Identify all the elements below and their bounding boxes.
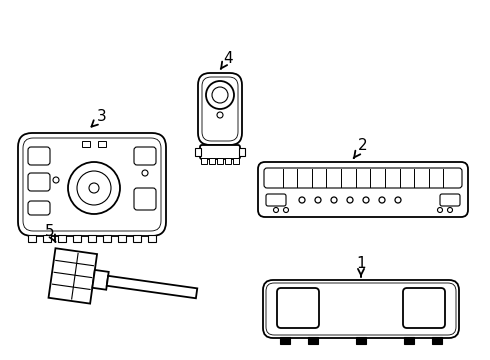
Bar: [432, 337, 442, 344]
Bar: [148, 235, 156, 242]
FancyBboxPatch shape: [263, 280, 459, 338]
FancyBboxPatch shape: [23, 138, 161, 231]
FancyBboxPatch shape: [266, 283, 456, 335]
Text: 1: 1: [356, 256, 366, 276]
Bar: [28, 235, 36, 242]
Bar: [201, 158, 207, 164]
Text: 2: 2: [354, 138, 368, 158]
Bar: [280, 337, 290, 344]
FancyBboxPatch shape: [264, 168, 462, 188]
Bar: [356, 337, 366, 344]
Bar: [98, 141, 106, 147]
Bar: [233, 158, 239, 164]
Bar: [209, 158, 215, 164]
FancyBboxPatch shape: [266, 194, 286, 206]
Bar: [217, 158, 223, 164]
Bar: [103, 235, 111, 242]
Text: 5: 5: [45, 224, 55, 242]
FancyBboxPatch shape: [202, 77, 238, 141]
Bar: [73, 235, 81, 242]
FancyBboxPatch shape: [277, 288, 319, 328]
Bar: [43, 235, 51, 242]
Bar: [404, 337, 414, 344]
FancyBboxPatch shape: [200, 145, 240, 159]
Bar: [49, 248, 97, 303]
Bar: [308, 337, 318, 344]
Bar: [88, 235, 96, 242]
Bar: [239, 148, 245, 156]
FancyBboxPatch shape: [258, 162, 468, 217]
Bar: [195, 148, 201, 156]
Bar: [58, 235, 66, 242]
FancyBboxPatch shape: [18, 133, 166, 236]
FancyBboxPatch shape: [134, 147, 156, 165]
FancyBboxPatch shape: [28, 201, 50, 215]
FancyBboxPatch shape: [403, 288, 445, 328]
Bar: [107, 276, 197, 298]
Bar: [82, 141, 90, 147]
FancyBboxPatch shape: [134, 188, 156, 210]
Text: 4: 4: [220, 51, 233, 69]
Bar: [92, 270, 109, 290]
Text: 3: 3: [92, 109, 107, 127]
FancyBboxPatch shape: [28, 147, 50, 165]
Bar: [133, 235, 141, 242]
Bar: [225, 158, 231, 164]
FancyBboxPatch shape: [28, 173, 50, 191]
Bar: [118, 235, 126, 242]
FancyBboxPatch shape: [198, 73, 242, 145]
FancyBboxPatch shape: [440, 194, 460, 206]
